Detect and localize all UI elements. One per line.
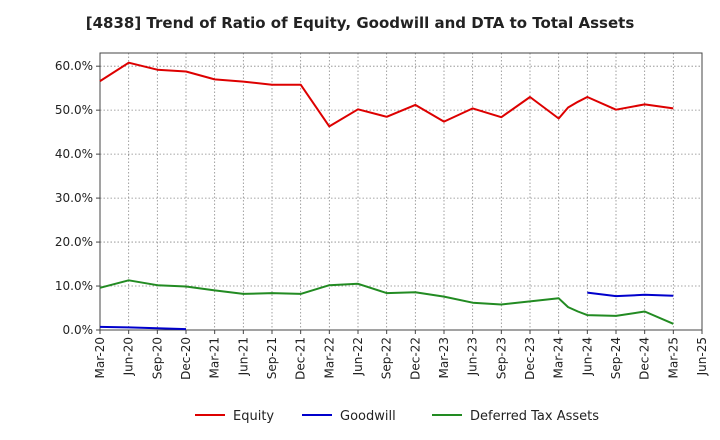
series-layer — [99, 61, 674, 331]
legend-label: Equity — [233, 409, 274, 424]
x-tick-label: Dec-21 — [294, 337, 308, 380]
x-tick-label: Jun-21 — [236, 337, 250, 376]
x-tick-label: Mar-24 — [552, 337, 566, 378]
x-tick-label: Mar-25 — [666, 337, 680, 378]
series-line-goodwill — [587, 291, 674, 298]
series-line-deferred-tax-assets — [99, 279, 674, 325]
x-tick-label: Sep-22 — [380, 337, 394, 379]
y-tick-label: 30.0% — [55, 191, 93, 205]
x-tick-label: Mar-21 — [208, 337, 222, 378]
series-line-equity — [99, 61, 674, 128]
x-tick-label: Dec-22 — [408, 337, 422, 380]
x-axis: Mar-20 Jun-20 Sep-20 Dec-20 Mar-21 Jun-21 Sep-… — [93, 330, 709, 380]
y-tick-label: 50.0% — [55, 103, 93, 117]
chart-title: [4838] Trend of Ratio of Equity, Goodwil… — [85, 14, 635, 32]
y-tick-label: 0.0% — [63, 323, 94, 337]
y-tick-label: 10.0% — [55, 279, 93, 293]
x-tick-label: Jun-22 — [351, 337, 365, 376]
legend-label: Deferred Tax Assets — [470, 409, 599, 424]
x-tick-label: Jun-20 — [122, 337, 136, 376]
x-tick-label: Dec-20 — [179, 337, 193, 380]
x-tick-label: Dec-24 — [638, 337, 652, 380]
x-tick-label: Sep-23 — [494, 337, 508, 379]
y-tick-label: 60.0% — [55, 59, 93, 73]
x-tick-label: Jun-25 — [695, 337, 709, 376]
y-tick-label: 40.0% — [55, 147, 93, 161]
x-tick-label: Sep-21 — [265, 337, 279, 379]
y-tick-label: 20.0% — [55, 235, 93, 249]
x-tick-label: Jun-24 — [580, 337, 594, 376]
x-tick-label: Mar-23 — [437, 337, 451, 378]
x-tick-label: Sep-24 — [609, 337, 623, 379]
x-tick-label: Mar-20 — [93, 337, 107, 378]
x-tick-label: Dec-23 — [523, 337, 537, 380]
legend: Equity Goodwill Deferred Tax Assets — [195, 409, 599, 424]
grid-layer — [100, 53, 702, 330]
y-axis: 0.0% 10.0% 20.0% 30.0% 40.0% 50.0% 60.0% — [55, 59, 100, 337]
legend-label: Goodwill — [340, 409, 396, 424]
plot-area-frame — [99, 52, 703, 331]
x-tick-label: Jun-23 — [466, 337, 480, 376]
series-line-goodwill — [99, 325, 187, 331]
x-tick-label: Sep-20 — [150, 337, 164, 379]
x-tick-label: Mar-22 — [322, 337, 336, 378]
